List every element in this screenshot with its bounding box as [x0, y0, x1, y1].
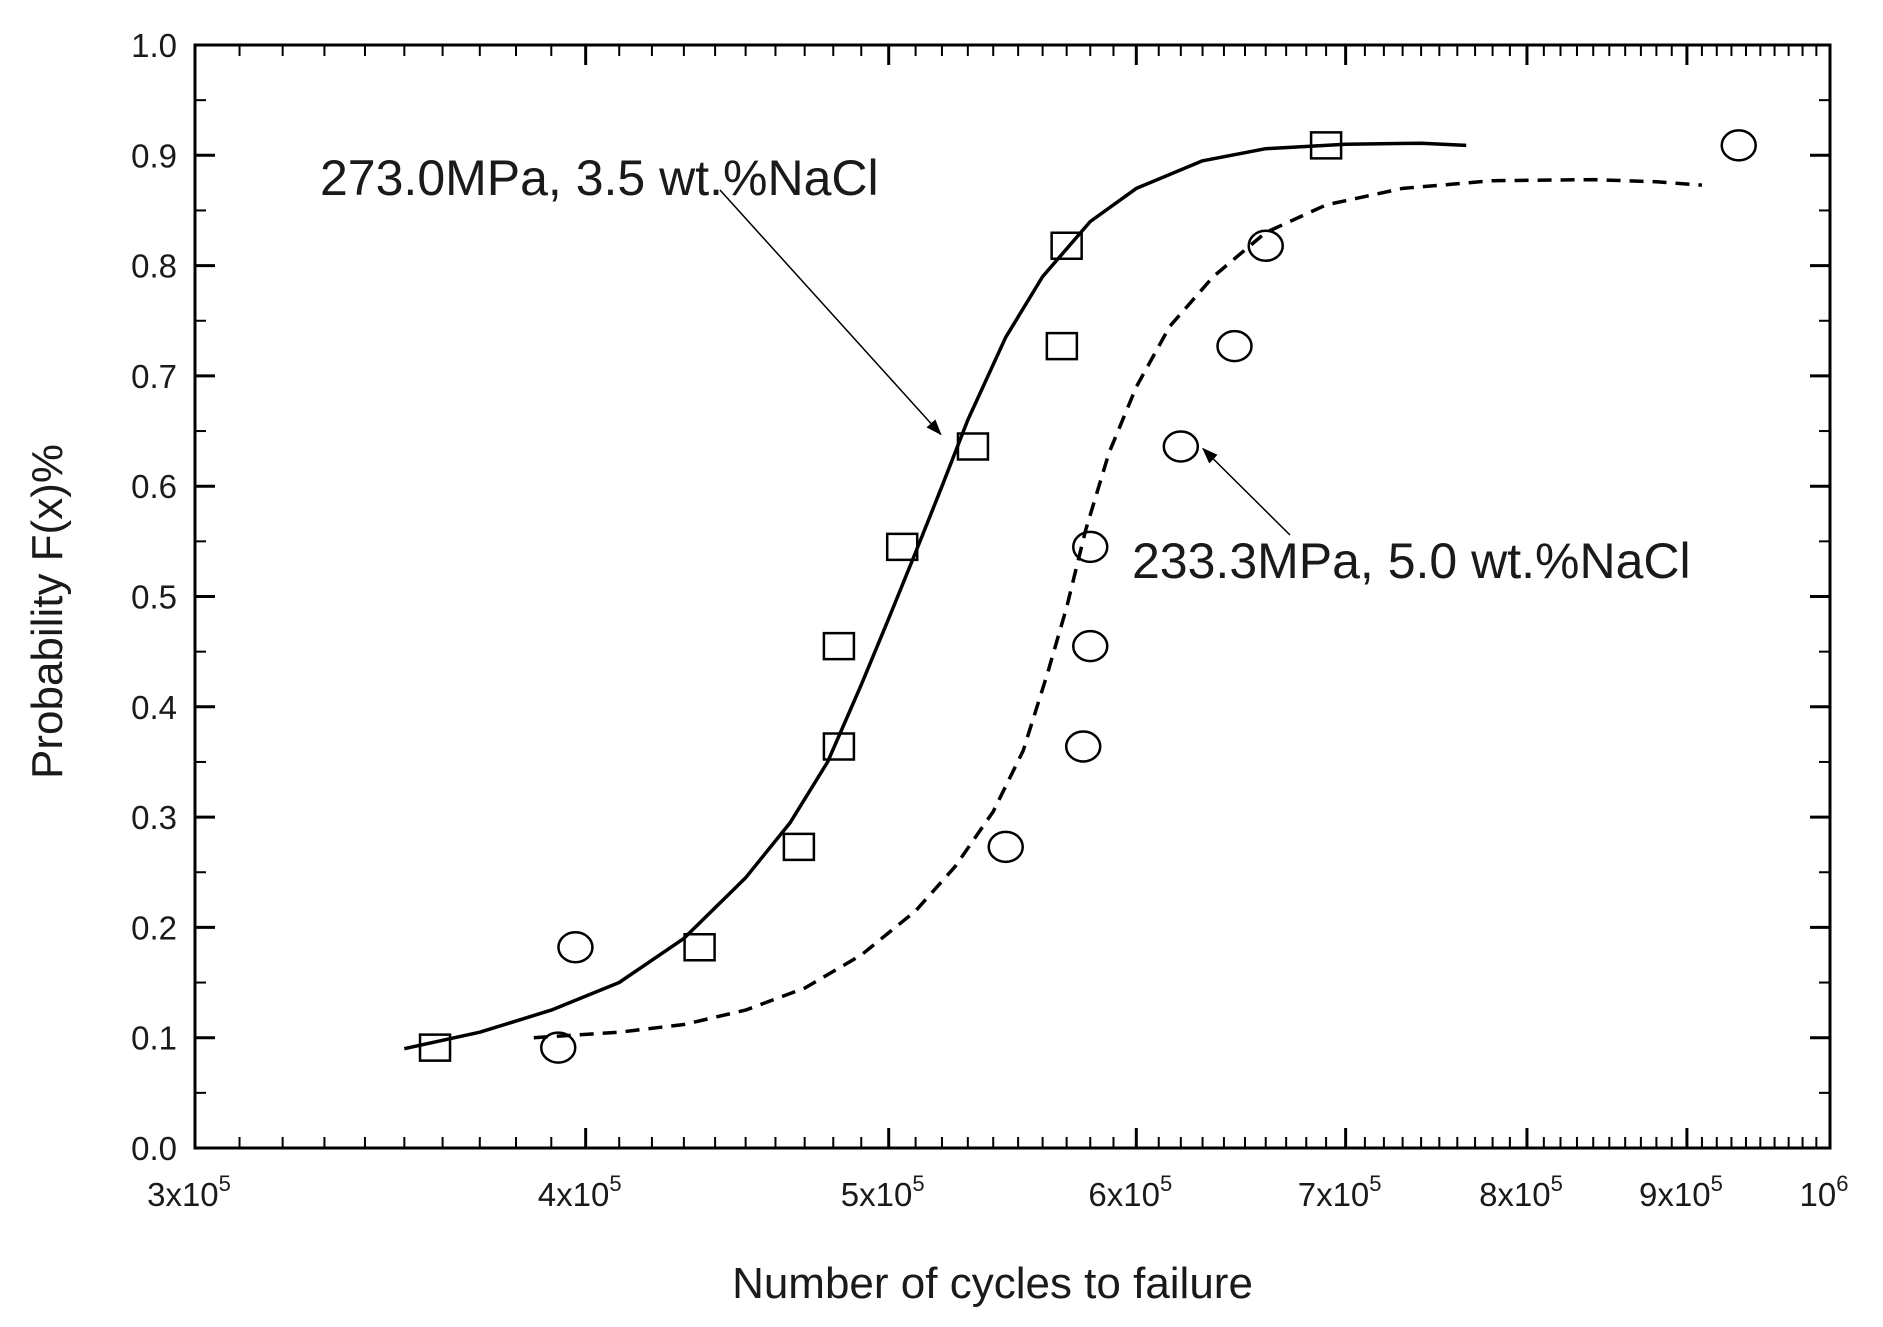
- square-marker: [418, 1033, 452, 1062]
- square-marker: [822, 732, 856, 761]
- square-marker: [782, 832, 816, 862]
- square-marker: [1309, 131, 1343, 160]
- y-tick-label: 0.9: [131, 137, 177, 174]
- y-tick-label: 0.1: [131, 1020, 177, 1057]
- circle-marker: [1064, 730, 1102, 763]
- annotation-arrow-2: [1202, 447, 1291, 536]
- annotation-label-1: 273.0MPa, 3.5 wt.%NaCl: [320, 150, 879, 206]
- fit-curve-1: [403, 141, 1467, 1051]
- square-marker: [885, 532, 919, 562]
- x-tick-label: 7x105: [1298, 1171, 1382, 1213]
- circle-marker: [1720, 129, 1757, 162]
- circle-marker: [1072, 530, 1109, 564]
- x-tick-label: 106: [1800, 1171, 1849, 1213]
- circle-marker: [987, 830, 1024, 864]
- y-tick-label: 0.2: [131, 909, 177, 946]
- annotations: 273.0MPa, 3.5 wt.%NaCl 233.3MPa, 5.0 wt.%…: [320, 150, 1691, 589]
- y-tick-label: 1.0: [131, 27, 177, 64]
- y-axis-title: Probability F(x)%: [23, 444, 72, 779]
- square-marker: [956, 432, 990, 461]
- plot-frame: [193, 43, 1832, 1150]
- fit-curves: [403, 141, 1703, 1051]
- square-marker: [822, 631, 856, 661]
- circle-marker: [1162, 430, 1200, 463]
- circle-marker: [557, 931, 594, 964]
- annotation-arrow-1: [719, 189, 942, 436]
- plot-area: [193, 43, 1832, 1150]
- x-tick-label: 3x105: [147, 1171, 231, 1213]
- x-tick-label: 8x105: [1479, 1171, 1563, 1213]
- circle-marker: [1072, 629, 1109, 663]
- annotation-label-2: 233.3MPa, 5.0 wt.%NaCl: [1132, 533, 1691, 589]
- y-tick-label: 0.0: [131, 1130, 177, 1167]
- x-axis-title: Number of cycles to failure: [732, 1259, 1253, 1308]
- x-tick-label: 5x105: [841, 1171, 925, 1213]
- y-tick-label: 0.8: [131, 248, 177, 285]
- y-tick-label: 0.7: [131, 358, 177, 395]
- fit-curve-2: [533, 177, 1703, 1040]
- square-marker: [683, 933, 716, 962]
- y-tick-label: 0.4: [131, 689, 177, 726]
- x-tick-label: 9x105: [1639, 1171, 1723, 1213]
- square-marker: [1050, 231, 1083, 260]
- y-tick-label: 0.3: [131, 799, 177, 836]
- y-tick-label: 0.5: [131, 579, 177, 616]
- square-marker: [1045, 331, 1079, 361]
- x-tick-label: 4x105: [538, 1171, 622, 1213]
- x-tick-label: 6x105: [1088, 1171, 1172, 1213]
- axis-ticks: 3x105 4x105 5x105 6x105 7x105 8x105 9x105 106 0.…: [131, 27, 1848, 1213]
- y-tick-label: 0.6: [131, 468, 177, 505]
- circle-marker: [539, 1031, 577, 1064]
- circle-marker: [1216, 329, 1253, 363]
- circle-marker: [1247, 229, 1284, 262]
- data-markers: [418, 129, 1757, 1064]
